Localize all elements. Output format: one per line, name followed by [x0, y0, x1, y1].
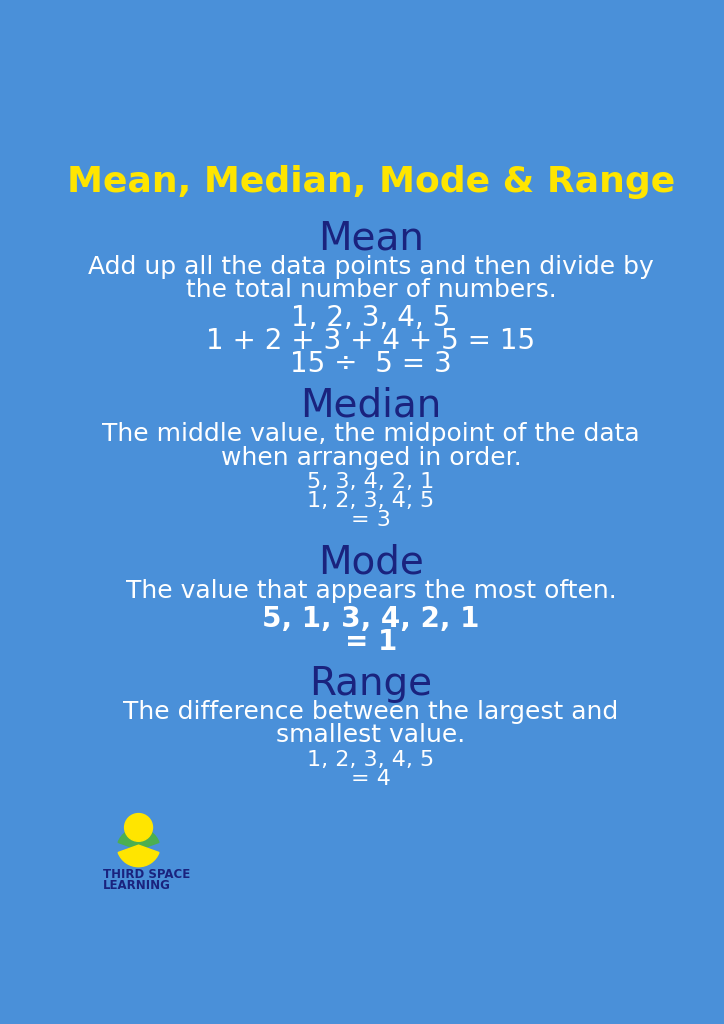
Text: Mode: Mode: [318, 544, 424, 582]
Wedge shape: [118, 828, 159, 850]
Text: the total number of numbers.: the total number of numbers.: [185, 278, 557, 302]
Text: smallest value.: smallest value.: [277, 724, 466, 748]
Text: 1, 2, 3, 4, 5: 1, 2, 3, 4, 5: [308, 750, 434, 770]
Text: 1, 2, 3, 4, 5: 1, 2, 3, 4, 5: [292, 304, 450, 332]
Text: = 3: = 3: [351, 510, 391, 530]
Text: The value that appears the most often.: The value that appears the most often.: [126, 579, 616, 603]
Text: 1 + 2 + 3 + 4 + 5 = 15: 1 + 2 + 3 + 4 + 5 = 15: [206, 327, 536, 355]
Text: Range: Range: [309, 665, 433, 702]
Text: LEARNING: LEARNING: [103, 879, 171, 892]
Text: Mean, Median, Mode & Range: Mean, Median, Mode & Range: [67, 165, 675, 200]
Text: The difference between the largest and: The difference between the largest and: [123, 700, 619, 724]
Text: 15 ÷  5 = 3: 15 ÷ 5 = 3: [290, 350, 452, 378]
Text: Add up all the data points and then divide by: Add up all the data points and then divi…: [88, 255, 654, 279]
Text: = 1: = 1: [345, 628, 397, 656]
Text: 5, 3, 4, 2, 1: 5, 3, 4, 2, 1: [308, 472, 434, 492]
Text: = 4: = 4: [351, 769, 391, 788]
Wedge shape: [118, 845, 159, 866]
Text: 1, 2, 3, 4, 5: 1, 2, 3, 4, 5: [308, 490, 434, 511]
Text: THIRD SPACE: THIRD SPACE: [103, 868, 190, 882]
Text: 5, 1, 3, 4, 2, 1: 5, 1, 3, 4, 2, 1: [262, 605, 480, 633]
Text: when arranged in order.: when arranged in order.: [221, 445, 521, 470]
Circle shape: [125, 814, 153, 842]
Text: The middle value, the midpoint of the data: The middle value, the midpoint of the da…: [102, 423, 640, 446]
Text: Median: Median: [300, 387, 442, 425]
Text: Mean: Mean: [318, 219, 424, 257]
